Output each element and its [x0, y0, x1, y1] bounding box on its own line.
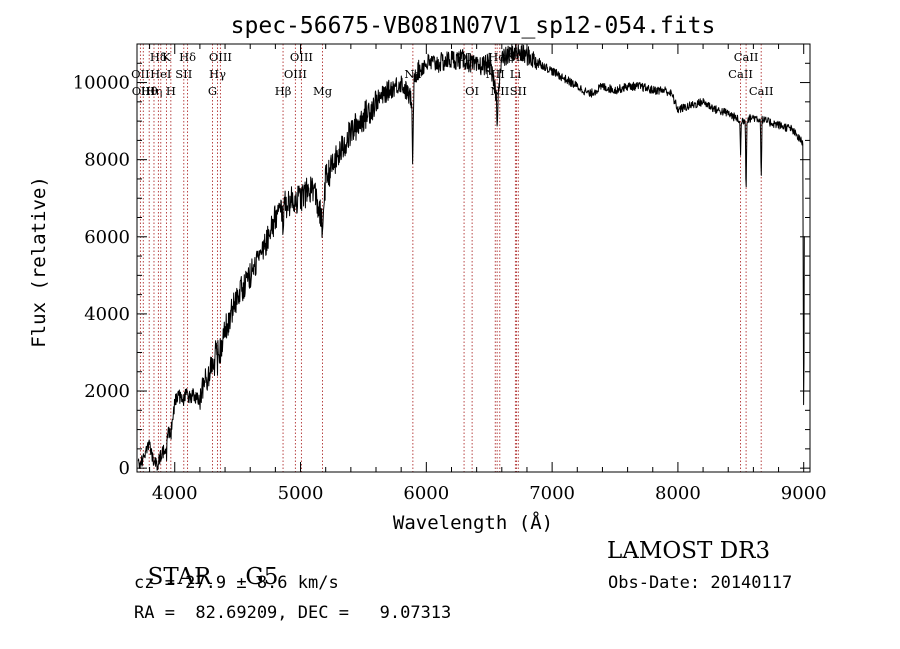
- line-marker-label: Li: [510, 67, 522, 81]
- y-tick-label: 0: [119, 458, 130, 479]
- object-class: STAR G5: [133, 538, 279, 590]
- obs-date-label: Obs-Date: 20140117: [608, 573, 793, 593]
- y-tick-label: 10000: [73, 73, 130, 94]
- line-marker-label: CaII: [734, 50, 759, 64]
- class-label: STAR: [147, 564, 212, 590]
- line-marker-label: SII: [510, 84, 527, 98]
- line-marker-label: Hη: [146, 84, 163, 98]
- plot-frame: [136, 43, 811, 473]
- chart-title: spec-56675-VB081N07V1_sp12-054.fits: [231, 13, 716, 39]
- y-tick-label: 2000: [84, 381, 130, 402]
- line-marker-label: CaII: [728, 67, 753, 81]
- spectrum-layer: [137, 43, 805, 471]
- survey-label: LAMOST DR3: [607, 538, 771, 564]
- line-marker-label: Hγ: [209, 67, 226, 81]
- x-tick-label: 9000: [781, 483, 827, 504]
- line-marker-label: Hδ: [150, 50, 167, 64]
- x-tick-label: 6000: [403, 483, 449, 504]
- line-marker-label: OII: [131, 67, 150, 81]
- line-marker-label: CaII: [749, 84, 774, 98]
- x-tick-label: 7000: [529, 483, 575, 504]
- y-tick-label: 8000: [84, 150, 130, 171]
- spectrum-line: [137, 43, 805, 471]
- x-axis-label: Wavelength (Å): [393, 511, 553, 534]
- line-marker-label: SII: [175, 67, 192, 81]
- x-tick-label: 4000: [152, 483, 198, 504]
- line-marker-label: NII: [486, 67, 505, 81]
- coordinates-label: RA = 82.69209, DEC = 9.07313: [134, 603, 452, 623]
- line-marker-label: Hβ: [275, 84, 292, 98]
- label-layer: 4000 5000 6000 7000 8000 9000 0 2000 4000 6000 800…: [73, 73, 827, 504]
- line-marker-label: OIII: [209, 50, 232, 64]
- y-axis-label: Flux (relative): [28, 176, 50, 348]
- line-marker-label: OI: [465, 84, 479, 98]
- redshift-label: cz = 27.9 ± 8.6 km/s: [134, 573, 339, 593]
- line-marker-label: OIII: [284, 67, 307, 81]
- line-marker-label: Mg: [313, 84, 333, 98]
- line-marker-label: Hθ: [141, 84, 158, 98]
- line-marker-label: Hδ: [179, 50, 196, 64]
- line-marker-label: G: [208, 84, 217, 98]
- y-tick-label: 6000: [84, 227, 130, 248]
- spectrum-chart: OIIOIIIHθHηHδHeIKHSIIHδGHγOIIIHβOIIIOIII…: [28, 13, 827, 534]
- x-tick-label: 8000: [655, 483, 701, 504]
- line-marker-label: OIII: [290, 50, 313, 64]
- y-tick-label: 4000: [84, 304, 130, 325]
- line-marker-label: HeI: [150, 67, 171, 81]
- x-tick-label: 5000: [278, 483, 324, 504]
- line-marker-label: K: [162, 50, 171, 64]
- tick-layer: [137, 43, 810, 472]
- line-marker-label: H: [166, 84, 176, 98]
- subclass-label: G5: [245, 564, 279, 590]
